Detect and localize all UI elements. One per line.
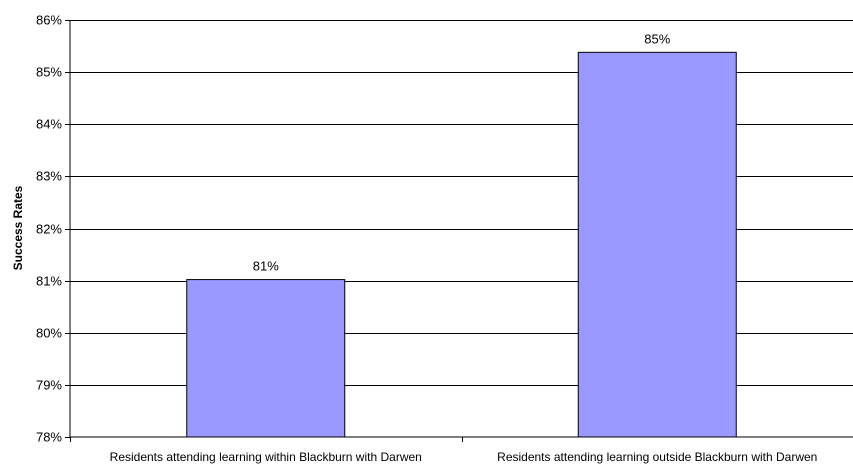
bar (577, 51, 737, 438)
x-categories: Residents attending learning within Blac… (70, 437, 817, 464)
y-tick-label: 85% (36, 65, 62, 80)
data-labels: 81% 85% (253, 31, 671, 273)
y-tick-label: 86% (36, 13, 62, 28)
y-tick-label: 78% (36, 430, 62, 445)
y-tick-label: 80% (36, 326, 62, 341)
axes (69, 20, 853, 438)
y-tick-label: 84% (36, 117, 62, 132)
y-tick-label: 81% (36, 274, 62, 289)
y-tick-label: 82% (36, 222, 62, 237)
data-label: 81% (253, 259, 279, 274)
data-label: 85% (644, 31, 670, 46)
x-category-label: Residents attending learning within Blac… (110, 450, 422, 464)
x-category-label: Residents attending learning outside Bla… (497, 450, 817, 464)
bars (186, 51, 737, 438)
y-tick-label: 79% (36, 378, 62, 393)
y-ticks: 78% 79% 80% 81% 82% 83% 84% 85% 86% (36, 13, 70, 445)
y-tick-label: 83% (36, 169, 62, 184)
bar (186, 279, 346, 438)
y-axis-title: Success Rates (11, 185, 25, 270)
